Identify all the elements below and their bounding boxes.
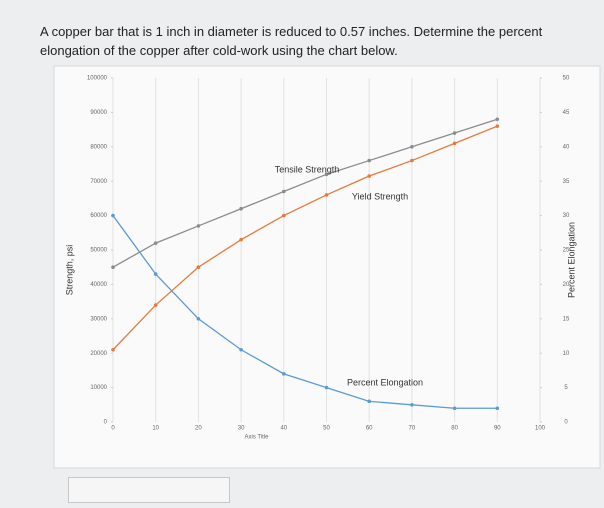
y-tick-label: 40000 [90, 282, 107, 288]
data-point [282, 372, 286, 376]
data-point [153, 303, 158, 307]
data-point [367, 174, 372, 178]
data-point [367, 399, 372, 404]
series-line [112, 125, 498, 351]
x-tick-label: 0 [111, 426, 115, 432]
answer-input[interactable] [68, 477, 230, 503]
data-point [239, 237, 243, 242]
data-point [239, 206, 243, 211]
y-tick-label: 10000 [90, 385, 107, 391]
y-tick-label: 100000 [87, 76, 108, 82]
data-point [495, 124, 500, 128]
question-text: A copper bar that is 1 inch in diameter … [40, 24, 543, 58]
y-tick-label: 90000 [90, 110, 107, 116]
series-label: Tensile Strength [275, 164, 340, 174]
y2-tick-label: 40 [563, 144, 570, 150]
y-axis-title: Strength, psi [64, 245, 74, 296]
x-axis-title: Axis Title [244, 435, 269, 441]
x-tick-label: 40 [280, 426, 287, 432]
data-point [153, 241, 158, 245]
y-tick-label: 20000 [90, 351, 107, 357]
y2-tick-label: 0 [564, 420, 568, 426]
y2-tick-label: 10 [563, 351, 570, 357]
data-point [410, 145, 414, 149]
y2-tick-label: 15 [563, 316, 570, 322]
series-line [112, 215, 498, 409]
x-tick-label: 80 [451, 426, 458, 432]
x-tick-label: 50 [323, 426, 330, 432]
data-point [495, 117, 500, 122]
y-tick-label: 50000 [90, 248, 107, 254]
data-point [324, 385, 329, 390]
data-point [239, 347, 243, 352]
data-point [495, 406, 500, 411]
data-point [367, 158, 372, 163]
data-point [196, 224, 201, 228]
x-tick-label: 90 [494, 426, 501, 432]
y2-tick-label: 25 [563, 248, 570, 254]
y2-tick-label: 20 [563, 282, 570, 288]
y-tick-label: 30000 [90, 316, 107, 322]
y-tick-label: 0 [104, 420, 108, 426]
x-tick-label: 30 [238, 426, 245, 432]
x-tick-label: 60 [366, 426, 373, 432]
data-point [111, 213, 115, 218]
series-line [112, 118, 498, 268]
data-point [111, 265, 115, 270]
y-tick-label: 80000 [90, 144, 107, 150]
data-point [410, 158, 414, 163]
x-tick-label: 70 [409, 426, 416, 432]
x-tick-label: 100 [535, 426, 546, 432]
y2-tick-label: 45 [563, 110, 570, 116]
series-label: Percent Elongation [347, 377, 423, 387]
data-point [452, 131, 457, 135]
data-point [452, 141, 457, 146]
data-point [324, 172, 329, 177]
y2-tick-label: 30 [563, 213, 570, 219]
x-tick-label: 20 [195, 426, 202, 432]
data-point [410, 403, 414, 407]
data-point [452, 406, 457, 411]
data-point [196, 317, 201, 321]
y2-tick-label: 50 [563, 76, 570, 82]
data-point [153, 272, 158, 276]
y-tick-label: 60000 [90, 213, 107, 219]
data-point [111, 347, 115, 352]
series-label: Yield Strength [352, 191, 408, 201]
data-point [282, 213, 286, 218]
x-tick-label: 10 [152, 426, 159, 432]
data-point [282, 189, 286, 194]
y-tick-label: 70000 [90, 179, 107, 185]
data-point [324, 193, 329, 197]
data-point [196, 265, 201, 270]
y2-tick-label: 35 [563, 179, 570, 185]
y2-tick-label: 5 [564, 385, 568, 391]
y2-axis-title: Percent Elongation [566, 222, 576, 298]
